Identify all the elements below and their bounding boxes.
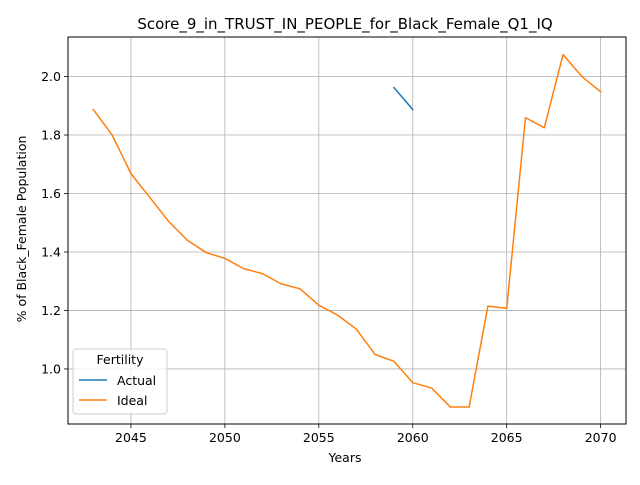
legend-label-ideal: Ideal <box>117 393 147 408</box>
ticks: 2045 2050 2055 2060 2065 2070 1.0 1.2 1.4 1.6 1.8 2… <box>41 69 616 445</box>
y-tick-label: 1.6 <box>41 186 61 201</box>
x-tick-label: 2045 <box>115 430 147 445</box>
series-line-actual <box>392 86 414 111</box>
y-tick-label: 1.0 <box>41 361 61 376</box>
x-axis-label: Years <box>328 450 362 465</box>
x-tick-label: 2060 <box>397 430 429 445</box>
y-tick-label: 1.4 <box>41 244 61 259</box>
x-tick-label: 2065 <box>491 430 523 445</box>
legend-box <box>72 348 168 415</box>
legend-title: Fertility <box>97 352 145 367</box>
plot-frame <box>67 36 627 425</box>
legend-label-actual: Actual <box>117 373 156 388</box>
series-lines <box>92 53 602 408</box>
x-tick-label: 2055 <box>303 430 335 445</box>
y-tick-label: 1.8 <box>41 128 61 143</box>
x-tick-label: 2070 <box>585 430 617 445</box>
y-tick-label: 1.2 <box>41 303 61 318</box>
legend: Fertility Actual Ideal <box>72 348 168 415</box>
series-line-ideal <box>92 53 602 408</box>
y-tick-label: 2.0 <box>41 69 61 84</box>
grid <box>68 37 626 424</box>
x-tick-label: 2050 <box>209 430 241 445</box>
y-axis-label: % of Black_Female Population <box>14 136 29 323</box>
chart-title: Score_9_in_TRUST_IN_PEOPLE_for_Black_Fem… <box>137 15 552 34</box>
